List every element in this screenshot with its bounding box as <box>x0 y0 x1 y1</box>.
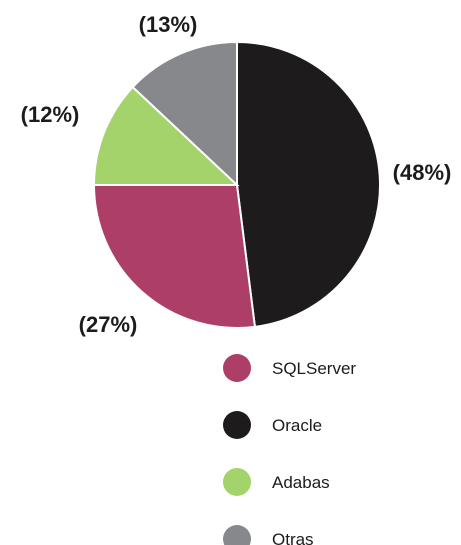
legend: SQLServer Oracle Adabas Otras <box>223 354 356 545</box>
legend-label-adabas: Adabas <box>272 473 330 492</box>
legend-marker-oracle <box>223 411 251 439</box>
legend-marker-otras <box>223 525 251 545</box>
slice-label-otras: (13%) <box>139 12 198 37</box>
slice-label-adabas: (12%) <box>21 102 80 127</box>
pie-labels: (48%) (27%) (12%) (13%) <box>21 12 452 337</box>
slice-label-sqlserver: (27%) <box>79 312 138 337</box>
pie-slices <box>92 40 381 329</box>
pie-slice-adabas <box>92 85 240 186</box>
pie-slice-sqlserver <box>92 184 257 329</box>
pie-slice-otras <box>131 40 238 188</box>
legend-label-oracle: Oracle <box>272 416 322 435</box>
legend-marker-adabas <box>223 468 251 496</box>
legend-label-sqlserver: SQLServer <box>272 359 356 378</box>
legend-label-otras: Otras <box>272 530 314 545</box>
slice-label-oracle: (48%) <box>393 160 452 185</box>
pie-slice-oracle <box>236 40 381 328</box>
legend-marker-sqlserver <box>223 354 251 382</box>
